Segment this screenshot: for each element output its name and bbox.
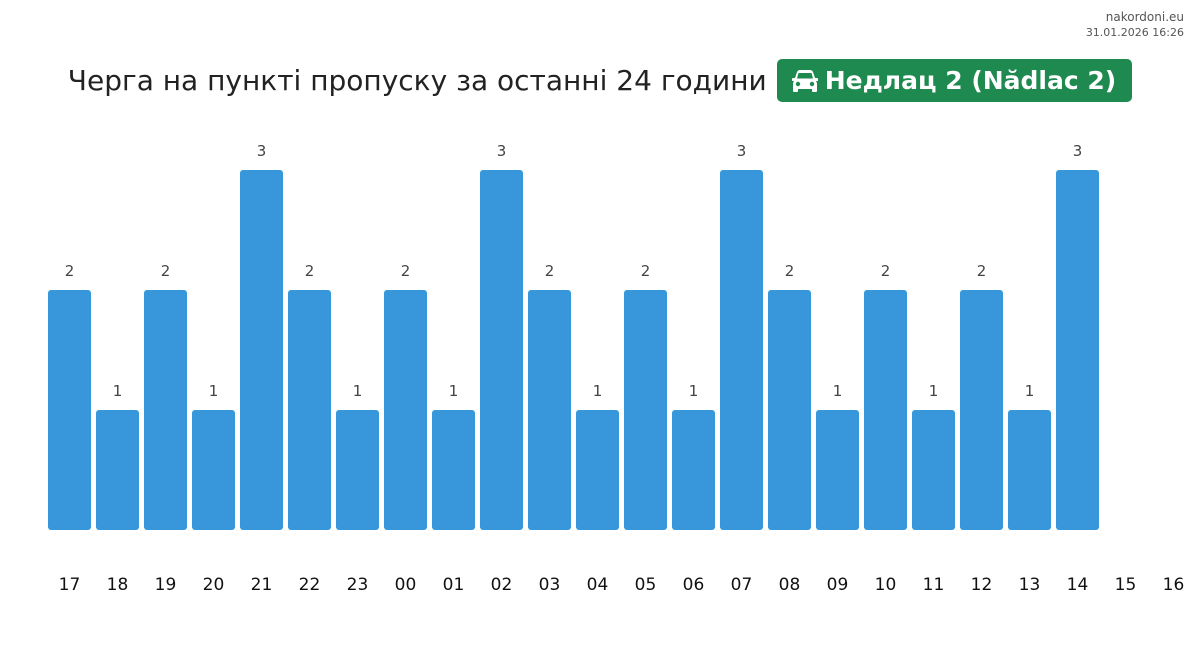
site-name: nakordoni.eu — [1105, 10, 1184, 24]
data-label-11: 1 — [929, 382, 939, 400]
data-label-02: 3 — [497, 142, 507, 160]
x-tick-03: 03 — [539, 575, 561, 595]
x-tick-01: 01 — [443, 575, 465, 595]
x-tick-15: 15 — [1115, 575, 1137, 595]
x-tick-18: 18 — [107, 575, 129, 595]
bar-19 — [144, 290, 187, 530]
checkpoint-name: Недлац 2 (Nădlac 2) — [824, 66, 1117, 95]
data-label-08: 2 — [785, 262, 795, 280]
checkpoint-badge: Недлац 2 (Nădlac 2) — [776, 59, 1133, 102]
x-tick-21: 21 — [251, 575, 273, 595]
bar-22 — [288, 290, 331, 530]
bar-00 — [384, 290, 427, 530]
bar-14 — [1056, 170, 1099, 530]
bar-13 — [1008, 410, 1051, 530]
data-label-06: 1 — [689, 382, 699, 400]
bar-17 — [48, 290, 91, 530]
data-label-05: 2 — [641, 262, 651, 280]
bar-02 — [480, 170, 523, 530]
bar-23 — [336, 410, 379, 530]
chart-title: Черга на пункті пропуску за останні 24 г… — [67, 64, 767, 97]
bar-18 — [96, 410, 139, 530]
data-label-21: 3 — [257, 142, 267, 160]
bar-09 — [816, 410, 859, 530]
x-tick-22: 22 — [299, 575, 321, 595]
bar-01 — [432, 410, 475, 530]
data-label-09: 1 — [833, 382, 843, 400]
bar-08 — [768, 290, 811, 530]
x-tick-04: 04 — [587, 575, 609, 595]
x-tick-14: 14 — [1067, 575, 1089, 595]
x-tick-11: 11 — [923, 575, 945, 595]
bar-03 — [528, 290, 571, 530]
data-label-00: 2 — [401, 262, 411, 280]
data-label-04: 1 — [593, 382, 603, 400]
data-label-17: 2 — [65, 262, 75, 280]
data-label-07: 3 — [737, 142, 747, 160]
x-tick-06: 06 — [683, 575, 705, 595]
bar-12 — [960, 290, 1003, 530]
data-label-01: 1 — [449, 382, 459, 400]
x-tick-17: 17 — [59, 575, 81, 595]
bar-11 — [912, 410, 955, 530]
data-label-19: 2 — [161, 262, 171, 280]
x-tick-05: 05 — [635, 575, 657, 595]
x-tick-00: 00 — [395, 575, 417, 595]
bar-21 — [240, 170, 283, 530]
bar-07 — [720, 170, 763, 530]
data-label-14: 3 — [1073, 142, 1083, 160]
bar-05 — [624, 290, 667, 530]
data-label-12: 2 — [977, 262, 987, 280]
x-tick-20: 20 — [203, 575, 225, 595]
car-icon — [791, 69, 819, 93]
bar-10 — [864, 290, 907, 530]
data-label-13: 1 — [1025, 382, 1035, 400]
x-tick-10: 10 — [875, 575, 897, 595]
bar-20 — [192, 410, 235, 530]
data-label-03: 2 — [545, 262, 555, 280]
data-label-23: 1 — [353, 382, 363, 400]
bar-06 — [672, 410, 715, 530]
data-label-18: 1 — [113, 382, 123, 400]
x-tick-07: 07 — [731, 575, 753, 595]
data-label-10: 2 — [881, 262, 891, 280]
x-tick-19: 19 — [155, 575, 177, 595]
bar-04 — [576, 410, 619, 530]
x-tick-12: 12 — [971, 575, 993, 595]
timestamp: 31.01.2026 16:26 — [1085, 26, 1184, 39]
x-tick-23: 23 — [347, 575, 369, 595]
x-tick-16: 16 — [1163, 575, 1185, 595]
data-label-20: 1 — [209, 382, 219, 400]
x-tick-09: 09 — [827, 575, 849, 595]
x-tick-02: 02 — [491, 575, 513, 595]
data-label-22: 2 — [305, 262, 315, 280]
x-tick-13: 13 — [1019, 575, 1041, 595]
x-tick-08: 08 — [779, 575, 801, 595]
chart-header: Черга на пункті пропуску за останні 24 г… — [0, 59, 1200, 102]
